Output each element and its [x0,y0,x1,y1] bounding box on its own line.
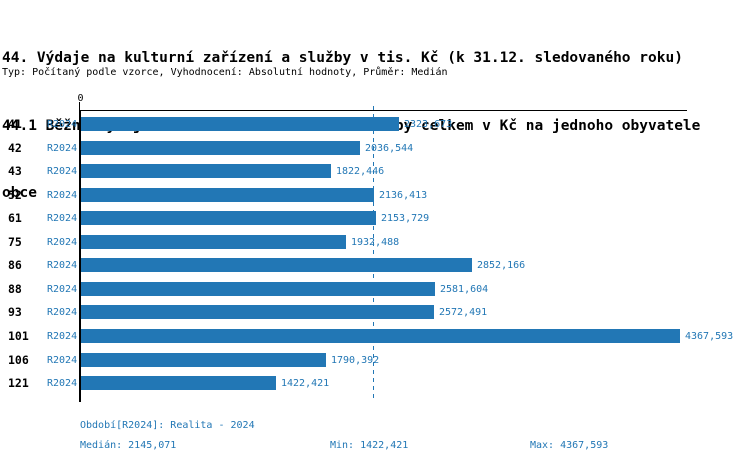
category-label: 93 [8,305,22,319]
value-label: 2153,729 [381,213,430,224]
category-label: 86 [8,258,22,272]
bar [81,258,472,272]
bar [81,188,374,202]
median-stat: Medián: 2145,071 [80,440,177,451]
category-label: 106 [8,353,29,367]
x-axis-zero-tick [79,102,80,110]
max-stat: Max: 4367,593 [530,440,609,451]
value-label: 1932,488 [351,237,400,248]
series-label: R2024 [47,119,78,130]
series-label: R2024 [47,378,78,389]
value-label: 1422,421 [281,378,330,389]
category-label: 121 [8,376,29,390]
chart-meta-line: Typ: Počítaný podle vzorce, Vyhodnocení:… [2,67,448,78]
value-label: 4367,593 [685,331,734,342]
bar [81,141,360,155]
series-label: R2024 [47,331,78,342]
bar [81,235,346,249]
category-label: 52 [8,188,22,202]
bar [81,329,680,343]
value-label: 2036,544 [365,143,414,154]
bar [81,353,326,367]
period-label: Období[R2024]: Realita - 2024 [80,420,255,431]
category-label: 75 [8,235,22,249]
value-label: 2572,491 [439,307,488,318]
x-axis-line [79,110,687,111]
min-stat: Min: 1422,421 [330,440,409,451]
x-axis-zero-label: 0 [77,93,84,104]
title-line-1: 44. Výdaje na kulturní zařízení a služby… [2,50,683,66]
value-label: 2323,673 [404,119,453,130]
bar [81,376,276,390]
series-label: R2024 [47,143,78,154]
series-label: R2024 [47,355,78,366]
series-label: R2024 [47,213,78,224]
series-label: R2024 [47,284,78,295]
bar [81,117,399,131]
y-axis-line [79,110,81,402]
bar [81,164,331,178]
bar [81,211,376,225]
value-label: 2136,413 [379,190,428,201]
series-label: R2024 [47,307,78,318]
category-label: 43 [8,164,22,178]
bar [81,305,434,319]
series-label: R2024 [47,260,78,271]
category-label: 61 [8,211,22,225]
series-label: R2024 [47,190,78,201]
value-label: 1822,446 [336,166,385,177]
value-label: 1790,392 [331,355,380,366]
category-label: 42 [8,141,22,155]
bar [81,282,435,296]
series-label: R2024 [47,166,78,177]
category-label: 88 [8,282,22,296]
median-line [373,106,374,401]
title-line-3: obce [2,185,37,201]
value-label: 2581,604 [440,284,489,295]
category-label: 101 [8,329,29,343]
category-label: 41 [8,117,22,131]
series-label: R2024 [47,237,78,248]
value-label: 2852,166 [477,260,526,271]
